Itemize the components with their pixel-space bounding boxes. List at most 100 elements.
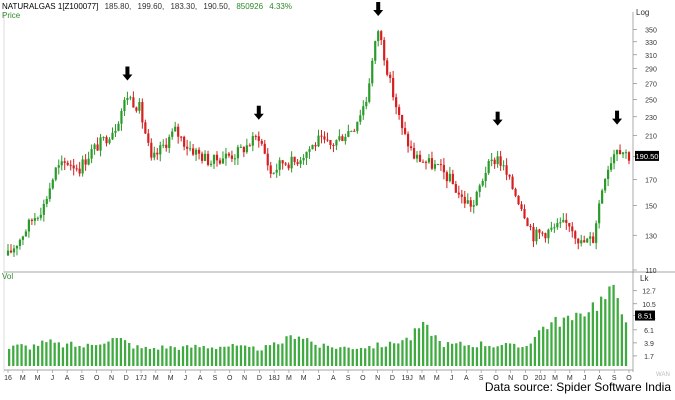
- candle-body: [108, 139, 111, 144]
- candle-body: [338, 136, 341, 141]
- volume-bar: [463, 345, 466, 366]
- volume-bar: [103, 343, 106, 366]
- candle-body: [550, 227, 553, 230]
- volume-value: 850926: [236, 2, 264, 11]
- candle-body: [194, 149, 198, 155]
- candle-body: [615, 149, 619, 155]
- candle-body: [538, 229, 541, 233]
- candle-body: [562, 219, 565, 223]
- volume-bar: [450, 343, 454, 366]
- x-tick-label: M: [153, 375, 159, 382]
- price-tick-label: 330: [645, 40, 657, 47]
- volume-bar: [107, 341, 110, 366]
- volume-bar: [459, 341, 462, 366]
- volume-bar: [393, 343, 396, 366]
- volume-bar: [310, 341, 313, 366]
- last-price-label: 190.50: [636, 152, 659, 161]
- volume-bar: [223, 346, 226, 366]
- x-tick-label: A: [464, 375, 469, 382]
- volume-bar: [364, 348, 367, 366]
- candle-body: [523, 209, 526, 219]
- candle-body: [209, 163, 213, 165]
- candle-body: [30, 219, 33, 221]
- candle-body: [147, 133, 150, 143]
- volume-bar: [504, 343, 508, 366]
- x-tick-label: J: [317, 375, 321, 382]
- volume-bar: [430, 335, 433, 366]
- x-tick-label: J: [450, 375, 454, 382]
- candle-body: [96, 144, 99, 151]
- volume-bar: [542, 326, 545, 366]
- volume-bar: [571, 320, 574, 366]
- candle-body: [520, 204, 523, 210]
- candle-body: [586, 238, 589, 243]
- candle-body: [383, 39, 386, 61]
- x-tick-label: 16: [4, 375, 12, 382]
- volume-bar: [165, 348, 168, 366]
- candle-body: [430, 158, 434, 169]
- last-price-tag: [635, 150, 659, 161]
- volume-bar: [558, 326, 561, 366]
- candle-body: [329, 140, 332, 145]
- x-tick-label: O: [626, 375, 632, 382]
- candle-body: [502, 165, 505, 167]
- candle-body: [439, 164, 443, 166]
- volume-bar: [20, 344, 23, 366]
- candle-body: [392, 77, 395, 98]
- peak-arrow-head: [612, 118, 623, 125]
- volume-bar: [351, 349, 354, 366]
- candle-body: [472, 205, 475, 207]
- x-tick-label: J: [583, 375, 587, 382]
- volume-bar: [591, 302, 595, 366]
- candle-body: [81, 159, 84, 174]
- candle-body: [299, 160, 302, 165]
- volume-bar: [318, 347, 321, 366]
- x-tick-label: M: [434, 375, 440, 382]
- volume-bar: [330, 347, 334, 366]
- candle-body: [135, 107, 138, 111]
- candle-body: [415, 154, 419, 159]
- volume-bar: [471, 347, 474, 366]
- volume-bar: [616, 298, 619, 366]
- candle-body: [120, 110, 123, 124]
- volume-bar: [417, 328, 421, 366]
- volume-bar: [227, 346, 230, 366]
- candle-body: [138, 102, 141, 111]
- low-value: 183.30,: [170, 2, 198, 11]
- volume-bar: [157, 349, 160, 366]
- volume-bar: [194, 344, 197, 366]
- candle-body: [568, 222, 571, 227]
- candle-body: [577, 238, 580, 244]
- candle-body: [526, 218, 529, 226]
- candle-body: [266, 153, 269, 166]
- volume-bar: [74, 346, 77, 366]
- volume-bar: [600, 296, 603, 366]
- volume-bar: [210, 347, 214, 366]
- volume-bar: [198, 347, 201, 366]
- candle-body: [574, 231, 577, 239]
- candle-body: [589, 236, 592, 239]
- candle-body: [290, 156, 293, 169]
- volume-bar: [587, 312, 590, 366]
- candle-body: [604, 179, 607, 191]
- volume-bar: [335, 348, 338, 366]
- volume-bar: [132, 348, 135, 366]
- volume-bar: [264, 345, 267, 366]
- candle-body: [287, 164, 290, 169]
- candle-body: [368, 83, 371, 102]
- candle-body: [42, 203, 45, 215]
- candle-body: [93, 144, 96, 150]
- candle-body: [239, 146, 242, 148]
- candle-body: [150, 142, 153, 158]
- volume-bar: [496, 346, 499, 366]
- candle-body: [341, 136, 344, 142]
- volume-bar: [289, 335, 292, 366]
- candle-body: [412, 147, 416, 159]
- peak-arrow-shaft: [615, 110, 620, 120]
- volume-bar: [301, 338, 305, 366]
- price-tick-label: 170: [645, 178, 657, 185]
- candle-body: [54, 167, 57, 180]
- candle-body: [511, 176, 514, 190]
- volume-bar: [239, 345, 243, 366]
- volume-bar: [384, 346, 388, 366]
